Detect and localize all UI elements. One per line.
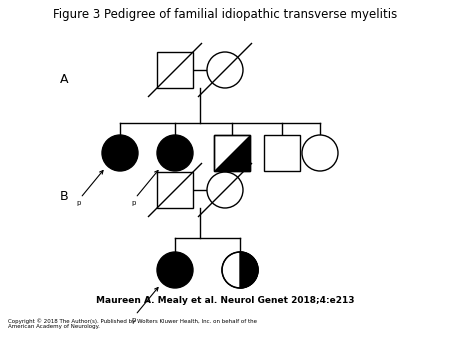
- Circle shape: [207, 172, 243, 208]
- Text: Figure 3 Pedigree of familial idiopathic transverse myelitis: Figure 3 Pedigree of familial idiopathic…: [53, 8, 397, 21]
- Circle shape: [102, 135, 138, 171]
- Circle shape: [157, 252, 193, 288]
- Circle shape: [302, 135, 338, 171]
- Text: Copyright © 2018 The Author(s). Published by Wolters Kluwer Health, Inc. on beha: Copyright © 2018 The Author(s). Publishe…: [8, 318, 257, 330]
- Circle shape: [222, 252, 258, 288]
- Circle shape: [207, 52, 243, 88]
- Polygon shape: [214, 135, 250, 171]
- Polygon shape: [240, 252, 258, 288]
- Text: Maureen A. Mealy et al. Neurol Genet 2018;4:e213: Maureen A. Mealy et al. Neurol Genet 201…: [96, 296, 354, 305]
- Text: p: p: [76, 200, 81, 206]
- Text: p: p: [131, 200, 135, 206]
- Bar: [264, 135, 300, 171]
- Bar: [214, 135, 250, 171]
- Text: p: p: [131, 317, 135, 323]
- Bar: [214, 135, 250, 171]
- Circle shape: [157, 135, 193, 171]
- Bar: [157, 52, 193, 88]
- Text: B: B: [60, 190, 68, 203]
- Text: A: A: [60, 73, 68, 86]
- Bar: [157, 172, 193, 208]
